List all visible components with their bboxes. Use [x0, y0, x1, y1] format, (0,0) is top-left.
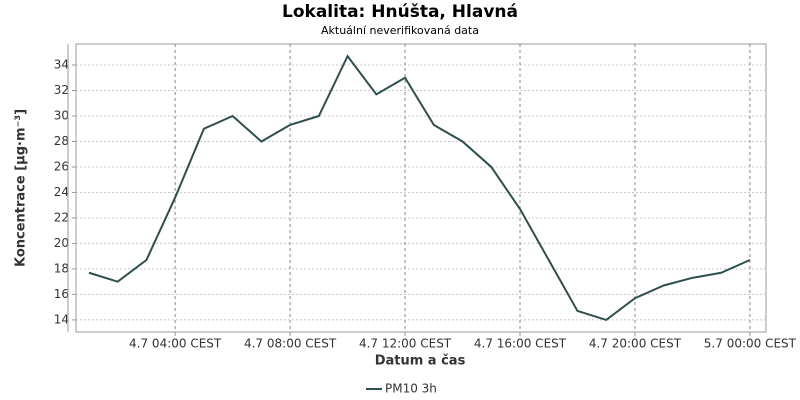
y-tick-label: 34	[54, 58, 69, 72]
x-axis-label: Datum a čas	[375, 354, 466, 369]
y-axis-label: Koncentrace [µg·m⁻³]	[14, 109, 29, 267]
x-tick-label: 4.7 20:00 CEST	[589, 337, 682, 351]
x-tick-label: 4.7 12:00 CEST	[359, 337, 452, 351]
plot-area	[75, 43, 767, 333]
x-tick-label: 4.7 08:00 CEST	[244, 337, 337, 351]
y-tick-label: 24	[54, 185, 69, 199]
y-tick-label: 18	[54, 261, 69, 275]
y-tick-label: 30	[54, 109, 69, 123]
data-line	[88, 54, 751, 322]
y-tick-label: 26	[54, 159, 69, 173]
y-tick-label: 14	[54, 312, 69, 326]
y-tick-label: 20	[54, 236, 69, 250]
y-tick-label: 16	[54, 287, 69, 301]
chart-subtitle: Aktuální neverifikovaná data	[321, 24, 479, 37]
x-tick-label: 5.7 00:00 CEST	[704, 337, 797, 351]
y-tick-label: 22	[54, 210, 69, 224]
x-tick-label: 4.7 16:00 CEST	[474, 337, 567, 351]
x-tick-label: 4.7 04:00 CEST	[129, 337, 222, 351]
y-tick-label: 28	[54, 134, 69, 148]
legend-label: PM10 3h	[385, 382, 437, 396]
y-tick-label: 32	[54, 83, 69, 97]
chart-title: Lokalita: Hnúšta, Hlavná	[282, 2, 518, 22]
